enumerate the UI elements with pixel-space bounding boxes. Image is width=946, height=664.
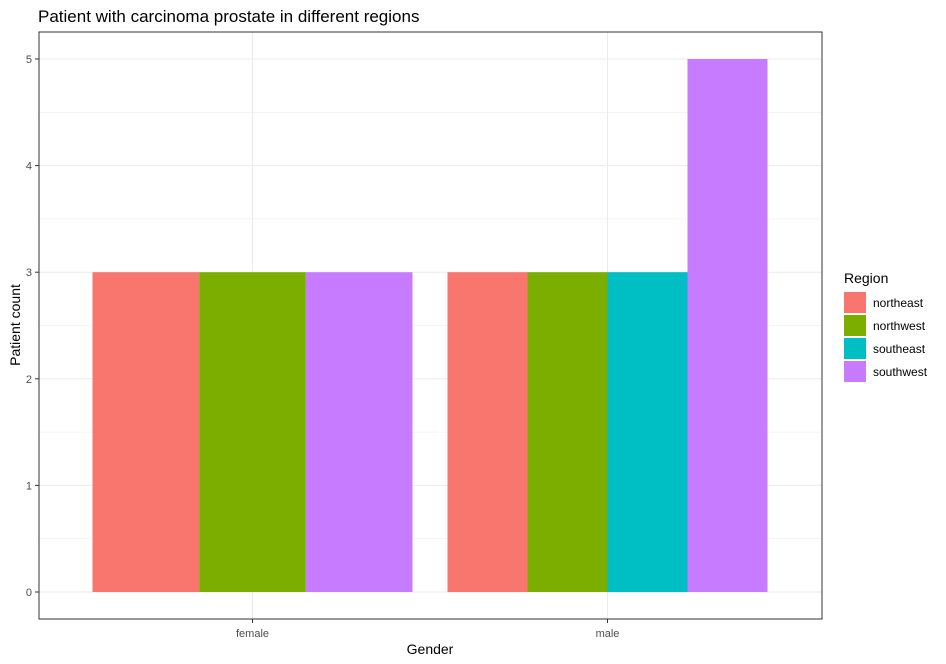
plot-panel-border <box>38 31 823 620</box>
y-tick-label: 1 <box>26 480 32 492</box>
y-axis: 0 1 2 3 4 5 <box>26 54 39 599</box>
legend-label-southeast: southeast <box>873 342 926 356</box>
bar-male-southwest <box>687 59 768 592</box>
x-tick-label: male <box>596 628 620 640</box>
y-tick-label: 0 <box>26 587 32 599</box>
x-axis: female male <box>236 619 619 640</box>
legend-title: Region <box>844 270 888 286</box>
bars <box>92 59 768 592</box>
legend-label-northwest: northwest <box>873 319 926 333</box>
legend-key-southeast <box>844 338 866 359</box>
chart-title: Patient with carcinoma prostate in diffe… <box>38 7 419 26</box>
legend-key-northwest <box>844 315 866 336</box>
y-tick-label: 3 <box>26 267 32 279</box>
bar-female-northwest <box>199 272 306 592</box>
bar-female-southwest <box>305 272 413 592</box>
x-tick-label: female <box>236 628 269 640</box>
y-tick-label: 5 <box>26 54 32 66</box>
legend: Region northeast northwest southeast southw… <box>844 270 928 382</box>
legend-key-northeast <box>844 292 866 313</box>
x-axis-title: Gender <box>407 641 454 657</box>
bar-male-northwest <box>527 272 608 592</box>
legend-label-southwest: southwest <box>873 365 928 379</box>
bar-male-southeast <box>607 272 688 592</box>
bar-female-northeast <box>92 272 200 592</box>
legend-key-southwest <box>844 361 866 382</box>
y-axis-title: Patient count <box>7 284 23 366</box>
y-tick-label: 4 <box>26 161 32 173</box>
bar-male-northeast <box>447 272 528 592</box>
y-tick-label: 2 <box>26 374 32 386</box>
legend-label-northeast: northeast <box>873 296 924 310</box>
